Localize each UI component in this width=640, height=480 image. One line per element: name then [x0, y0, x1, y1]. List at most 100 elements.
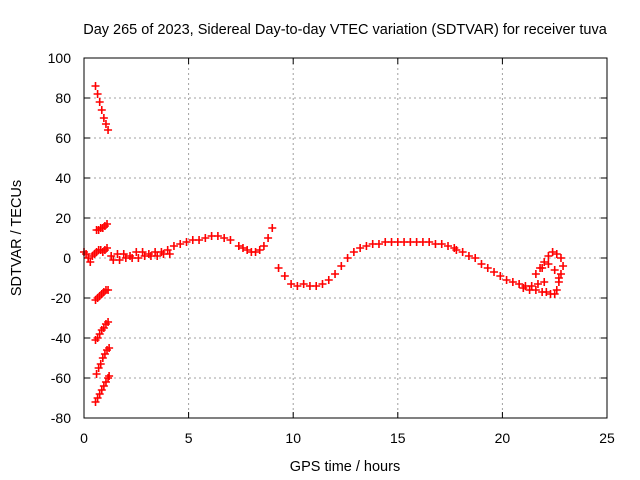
series-daytime-band-lower: [109, 250, 174, 264]
data-point: [533, 280, 542, 288]
data-point: [356, 244, 365, 252]
data-point: [477, 260, 486, 268]
y-tick-label: -80: [51, 410, 71, 426]
data-point: [96, 360, 105, 368]
data-point: [483, 264, 492, 272]
y-tick-label: 80: [55, 90, 71, 106]
x-tick-label: 0: [80, 430, 88, 446]
data-points: [80, 82, 568, 406]
data-point: [105, 372, 114, 380]
y-tick-label: 20: [55, 210, 71, 226]
data-point: [95, 98, 104, 106]
x-tick-label: 5: [185, 430, 193, 446]
y-tick-label: 40: [55, 170, 71, 186]
series-outlier-arc-minus20: [91, 286, 113, 304]
y-tick-label: 0: [63, 250, 71, 266]
data-point: [201, 234, 210, 242]
plot-frame: [83, 57, 608, 419]
data-point: [515, 280, 524, 288]
data-point: [362, 242, 371, 250]
data-point: [220, 234, 229, 242]
data-point: [544, 260, 553, 268]
data-point: [540, 278, 549, 286]
data-point: [238, 244, 247, 252]
y-tick-label: -20: [51, 290, 71, 306]
data-point: [490, 268, 499, 276]
data-point: [226, 236, 235, 244]
data-point: [337, 262, 346, 270]
y-tick-label: 100: [48, 50, 72, 66]
data-point: [349, 248, 358, 256]
data-point: [437, 240, 446, 248]
series-outlier-arc-minus40: [91, 318, 113, 344]
data-point: [425, 238, 434, 246]
data-point: [552, 250, 561, 258]
data-point: [318, 280, 327, 288]
x-tick-label: 20: [495, 430, 511, 446]
data-point: [104, 318, 113, 326]
data-point: [251, 248, 260, 256]
data-point: [531, 286, 540, 294]
data-point: [542, 288, 551, 296]
data-point: [259, 242, 268, 250]
data-point: [502, 276, 511, 284]
grid-lines: [84, 58, 607, 418]
data-point: [464, 252, 473, 260]
data-point: [195, 236, 204, 244]
data-point: [458, 248, 467, 256]
data-point: [99, 114, 108, 122]
data-point: [559, 262, 568, 270]
data-point: [312, 282, 321, 290]
data-point: [169, 242, 178, 250]
data-point: [538, 264, 547, 272]
data-point: [91, 82, 100, 90]
data-point: [103, 220, 112, 228]
data-point: [93, 90, 102, 98]
data-point: [213, 232, 222, 240]
y-tick-label: 60: [55, 130, 71, 146]
y-tick-label: -40: [51, 330, 71, 346]
data-point: [496, 272, 505, 280]
series-outlier-arc-minus55: [92, 344, 114, 378]
data-point: [556, 254, 565, 262]
series-outlier-arc-15: [92, 220, 112, 234]
data-point: [531, 270, 540, 278]
data-point: [548, 248, 557, 256]
x-axis-label: GPS time / hours: [290, 459, 400, 475]
data-point: [444, 242, 453, 250]
y-axis-label: SDTVAR / TECUs: [9, 180, 25, 296]
series-early-baseline: [80, 244, 112, 266]
data-point: [471, 254, 480, 262]
data-point: [343, 254, 352, 262]
data-point: [104, 126, 113, 134]
series-outlier-arc-top: [91, 82, 113, 134]
series-evening-scatter: [234, 224, 277, 256]
data-point: [234, 242, 243, 250]
data-point: [508, 278, 517, 286]
data-point: [176, 240, 185, 248]
data-point: [552, 286, 561, 294]
data-point: [97, 106, 106, 114]
series-outlier-arc-minus70: [91, 372, 114, 406]
y-tick-label: -60: [51, 370, 71, 386]
data-point: [105, 344, 114, 352]
data-point: [268, 224, 277, 232]
data-point: [165, 250, 174, 258]
data-point: [544, 252, 553, 260]
data-point: [452, 246, 461, 254]
data-point: [550, 266, 559, 274]
x-tick-label: 10: [285, 430, 301, 446]
x-tick-label: 15: [390, 430, 406, 446]
data-point: [374, 240, 383, 248]
data-point: [104, 286, 113, 294]
chart-title: Day 265 of 2023, Sidereal Day-to-day VTE…: [83, 22, 607, 38]
series-late-cluster: [519, 248, 568, 298]
data-point: [287, 280, 296, 288]
data-point: [299, 280, 308, 288]
data-point: [243, 246, 252, 254]
data-point: [293, 282, 302, 290]
data-point: [540, 258, 549, 266]
x-tick-label: 25: [599, 430, 615, 446]
data-point: [92, 370, 101, 378]
